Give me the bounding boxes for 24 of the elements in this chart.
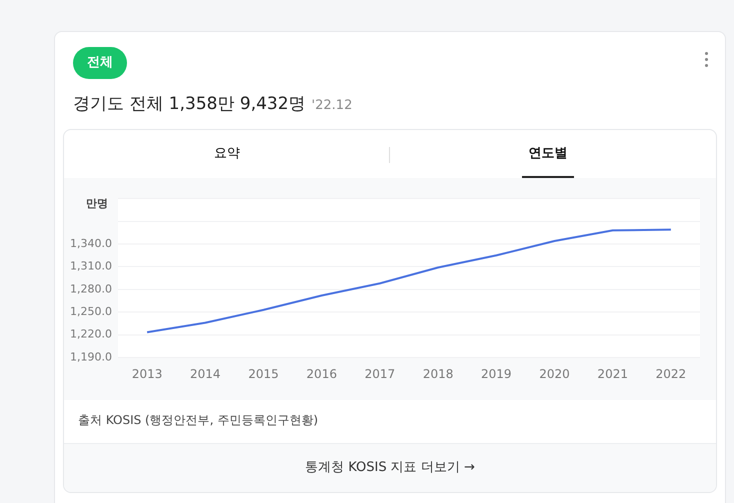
source-note: 출처 KOSIS (행정안전부, 주민등록인구현황) — [78, 412, 318, 429]
x-tick-label: 2018 — [422, 366, 454, 381]
x-tick-label: 2019 — [481, 366, 512, 381]
x-tick-label: 2013 — [132, 366, 162, 381]
text: 연도별 — [528, 145, 568, 163]
y-tick-label: 1,310.0 — [70, 260, 112, 273]
x-tick-label: 2021 — [597, 366, 628, 381]
y-tick-label: 1,340.0 — [70, 236, 112, 250]
x-tick-label: 2020 — [539, 366, 570, 381]
x-tick-label: 2016 — [306, 366, 337, 381]
chart-subtitle: '22.12 — [312, 98, 352, 113]
text: 통계청 KOSIS 지표 더보기 → — [64, 443, 716, 494]
x-tick-label: 2022 — [656, 366, 686, 381]
x-tick-label: 2017 — [364, 366, 396, 381]
y-tick-label: 1,250.0 — [70, 305, 112, 318]
chart-title: 경기도 전체 1,358만 9,432명 — [73, 94, 306, 114]
y-tick-label: 1,280.0 — [70, 282, 112, 296]
y-axis-title: 만명 — [86, 196, 108, 210]
y-tick-label: 1,220.0 — [70, 328, 112, 341]
text: 전체 — [73, 47, 127, 79]
y-tick-label: 1,190.0 — [70, 350, 112, 364]
text: 요약 — [213, 145, 241, 163]
x-tick-label: 2015 — [248, 366, 279, 381]
x-tick-label: 2014 — [190, 366, 221, 381]
